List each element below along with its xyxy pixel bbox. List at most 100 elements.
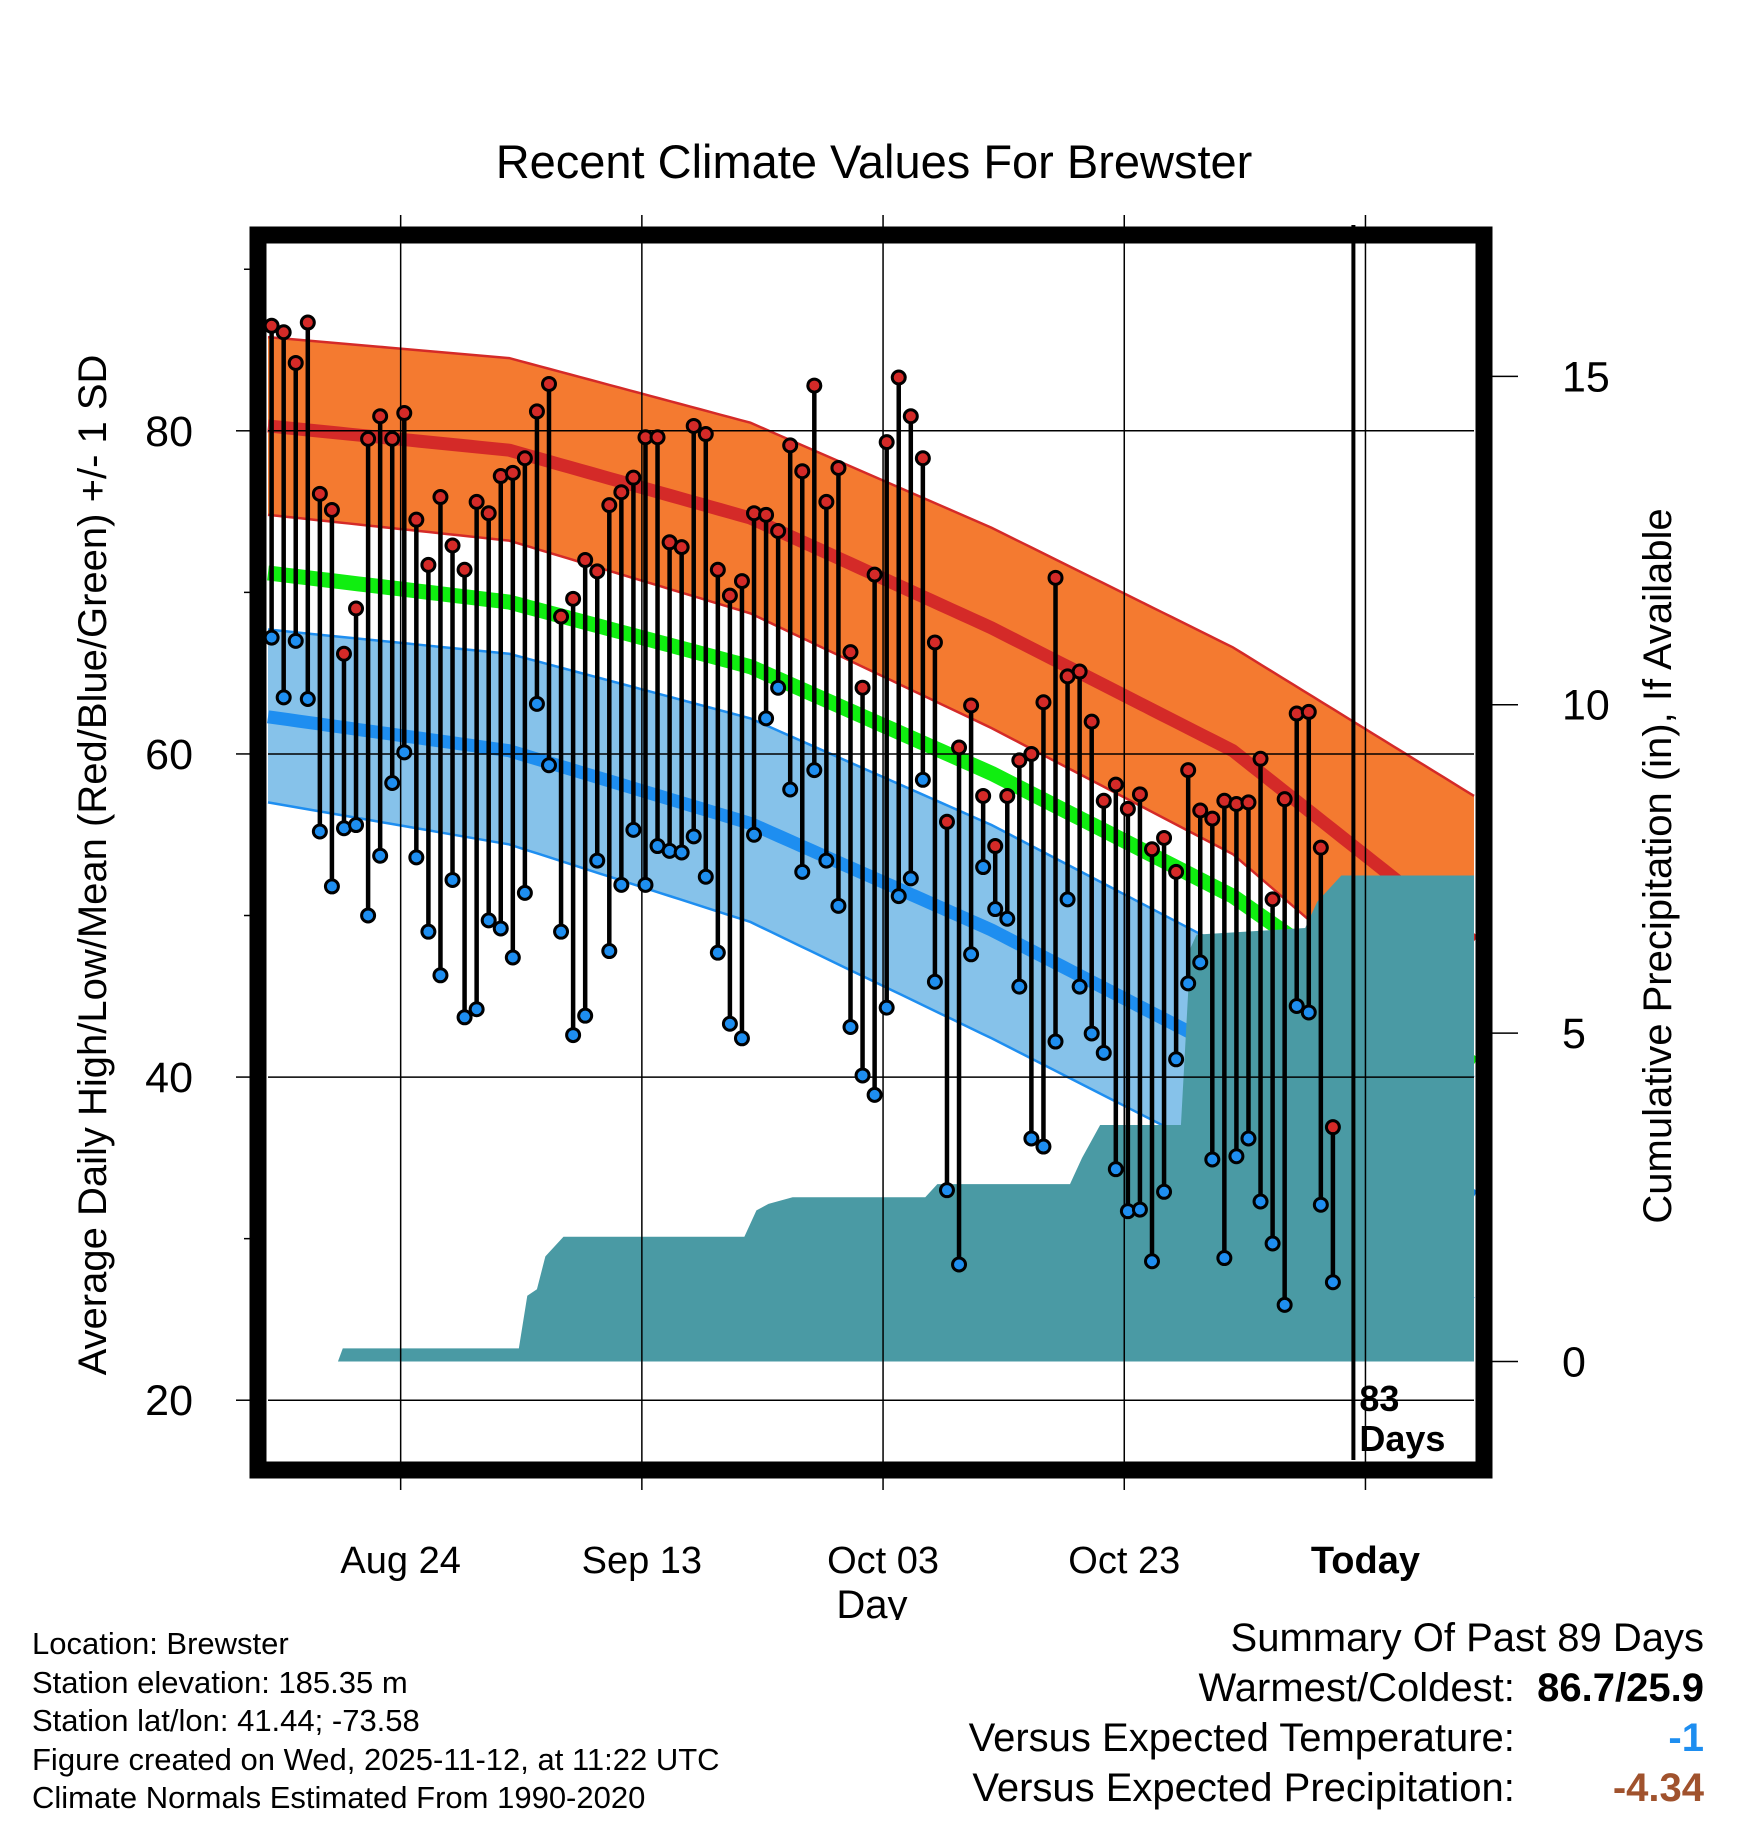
obs-high-point-1 (275, 324, 292, 341)
obs-low-point-85 (1288, 997, 1305, 1014)
obs-high-point-65 (1047, 569, 1064, 586)
obs-low-point-66 (1059, 891, 1076, 908)
y-tick-label-80: 80 (145, 408, 193, 456)
temp-value: -1 (1668, 1716, 1704, 1760)
station-info: Location: Brewster Station elevation: 18… (32, 1625, 720, 1818)
location-text: Location: Brewster (32, 1626, 289, 1661)
obs-high-point-59 (975, 787, 992, 804)
obs-low-point-60 (987, 901, 1004, 918)
obs-low-point-18 (480, 912, 497, 929)
obs-high-point-50 (866, 566, 883, 583)
obs-high-point-27 (589, 563, 606, 580)
obs-low-point-70 (1107, 1161, 1124, 1178)
obs-high-point-69 (1095, 792, 1112, 809)
obs-low-point-3 (299, 691, 316, 708)
obs-low-point-4 (311, 823, 328, 840)
climate-chart: Recent Climate Values For Brewster 83Day… (71, 135, 1680, 1620)
obs-low-point-34 (673, 844, 690, 861)
obs-low-point-5 (323, 878, 340, 895)
obs-low-point-27 (589, 852, 606, 869)
obs-low-point-52 (890, 888, 907, 905)
obs-low-point-50 (866, 1086, 883, 1103)
obs-high-point-70 (1107, 776, 1124, 793)
high-sd-band (268, 337, 1474, 1063)
obs-low-point-10 (384, 775, 401, 792)
obs-low-point-53 (902, 870, 919, 887)
y2-tick-label-0: 0 (1562, 1338, 1586, 1386)
obs-low-point-59 (975, 859, 992, 876)
obs-high-point-52 (890, 369, 907, 386)
obs-high-point-11 (396, 405, 413, 422)
obs-high-point-30 (625, 469, 642, 486)
days-word-text: Days (1359, 1418, 1445, 1459)
obs-low-point-88 (1324, 1274, 1341, 1291)
obs-high-point-20 (504, 464, 521, 481)
y-tick-label-20: 20 (145, 1377, 193, 1425)
normals-text: Climate Normals Estimated From 1990-2020 (32, 1780, 646, 1815)
obs-low-point-56 (938, 1182, 955, 1199)
obs-low-point-22 (528, 695, 545, 712)
chart-title: Recent Climate Values For Brewster (496, 135, 1253, 188)
obs-high-point-12 (408, 511, 425, 528)
obs-high-point-2 (287, 354, 304, 371)
obs-low-point-77 (1192, 954, 1209, 971)
obs-low-point-48 (842, 1018, 859, 1035)
obs-low-point-38 (721, 1015, 738, 1032)
temp-label: Versus Expected Temperature: (968, 1716, 1515, 1760)
obs-high-point-5 (323, 501, 340, 518)
obs-high-point-6 (335, 645, 352, 662)
obs-high-point-4 (311, 485, 328, 502)
elevation-text: Station elevation: 185.35 m (32, 1664, 408, 1700)
obs-low-point-47 (830, 897, 847, 914)
y2-tick-label-5: 5 (1562, 1010, 1586, 1058)
obs-high-point-57 (951, 739, 968, 756)
y2-tick-label-15: 15 (1562, 353, 1610, 401)
obs-high-point-56 (938, 813, 955, 830)
obs-high-point-62 (1011, 752, 1028, 769)
warm-cold-value: 86.7/25.9 (1537, 1666, 1704, 1710)
obs-high-point-55 (926, 634, 943, 651)
obs-high-point-41 (758, 506, 775, 523)
obs-high-point-3 (299, 314, 316, 331)
obs-high-point-22 (528, 403, 545, 420)
obs-high-point-10 (384, 430, 401, 447)
obs-low-point-9 (372, 847, 389, 864)
obs-high-point-7 (348, 600, 365, 617)
obs-high-point-67 (1071, 663, 1088, 680)
obs-high-point-81 (1240, 794, 1257, 811)
obs-high-point-74 (1156, 829, 1173, 846)
warm-cold-row: Warmest/Coldest: 86.7/25.9 (969, 1663, 1705, 1713)
obs-low-point-23 (540, 757, 557, 774)
obs-low-point-80 (1228, 1148, 1245, 1165)
obs-high-point-60 (987, 838, 1004, 855)
obs-low-point-7 (348, 817, 365, 834)
obs-low-point-41 (758, 710, 775, 727)
warm-cold-label: Warmest/Coldest: (1198, 1666, 1515, 1710)
obs-high-point-9 (372, 408, 389, 425)
obs-high-point-76 (1180, 762, 1197, 779)
obs-low-point-2 (287, 632, 304, 649)
obs-low-point-83 (1264, 1235, 1281, 1252)
obs-low-point-82 (1252, 1193, 1269, 1210)
obs-high-point-54 (914, 450, 931, 467)
obs-high-point-47 (830, 459, 847, 476)
obs-high-point-16 (456, 561, 473, 578)
obs-low-point-36 (697, 868, 714, 885)
obs-low-point-44 (794, 863, 811, 880)
obs-low-point-30 (625, 821, 642, 838)
obs-low-point-26 (577, 1007, 594, 1024)
obs-high-point-36 (697, 426, 714, 443)
obs-high-point-18 (480, 505, 497, 522)
obs-high-point-73 (1143, 841, 1160, 858)
obs-low-point-76 (1180, 975, 1197, 992)
axes: 20 40 60 80 0 5 10 15 Aug 24 Sep 13 Oct 03 Oct 23 To… (145, 226, 1610, 1582)
obs-low-point-28 (601, 943, 618, 960)
summary-panel: Summary Of Past 89 Days Warmest/Coldest:… (969, 1613, 1704, 1813)
obs-high-point-82 (1252, 750, 1269, 767)
precip-area (268, 875, 1474, 1362)
obs-low-point-61 (999, 910, 1016, 927)
obs-low-point-65 (1047, 1033, 1064, 1050)
obs-low-point-11 (396, 744, 413, 761)
obs-high-point-72 (1131, 786, 1148, 803)
obs-low-point-57 (951, 1256, 968, 1273)
